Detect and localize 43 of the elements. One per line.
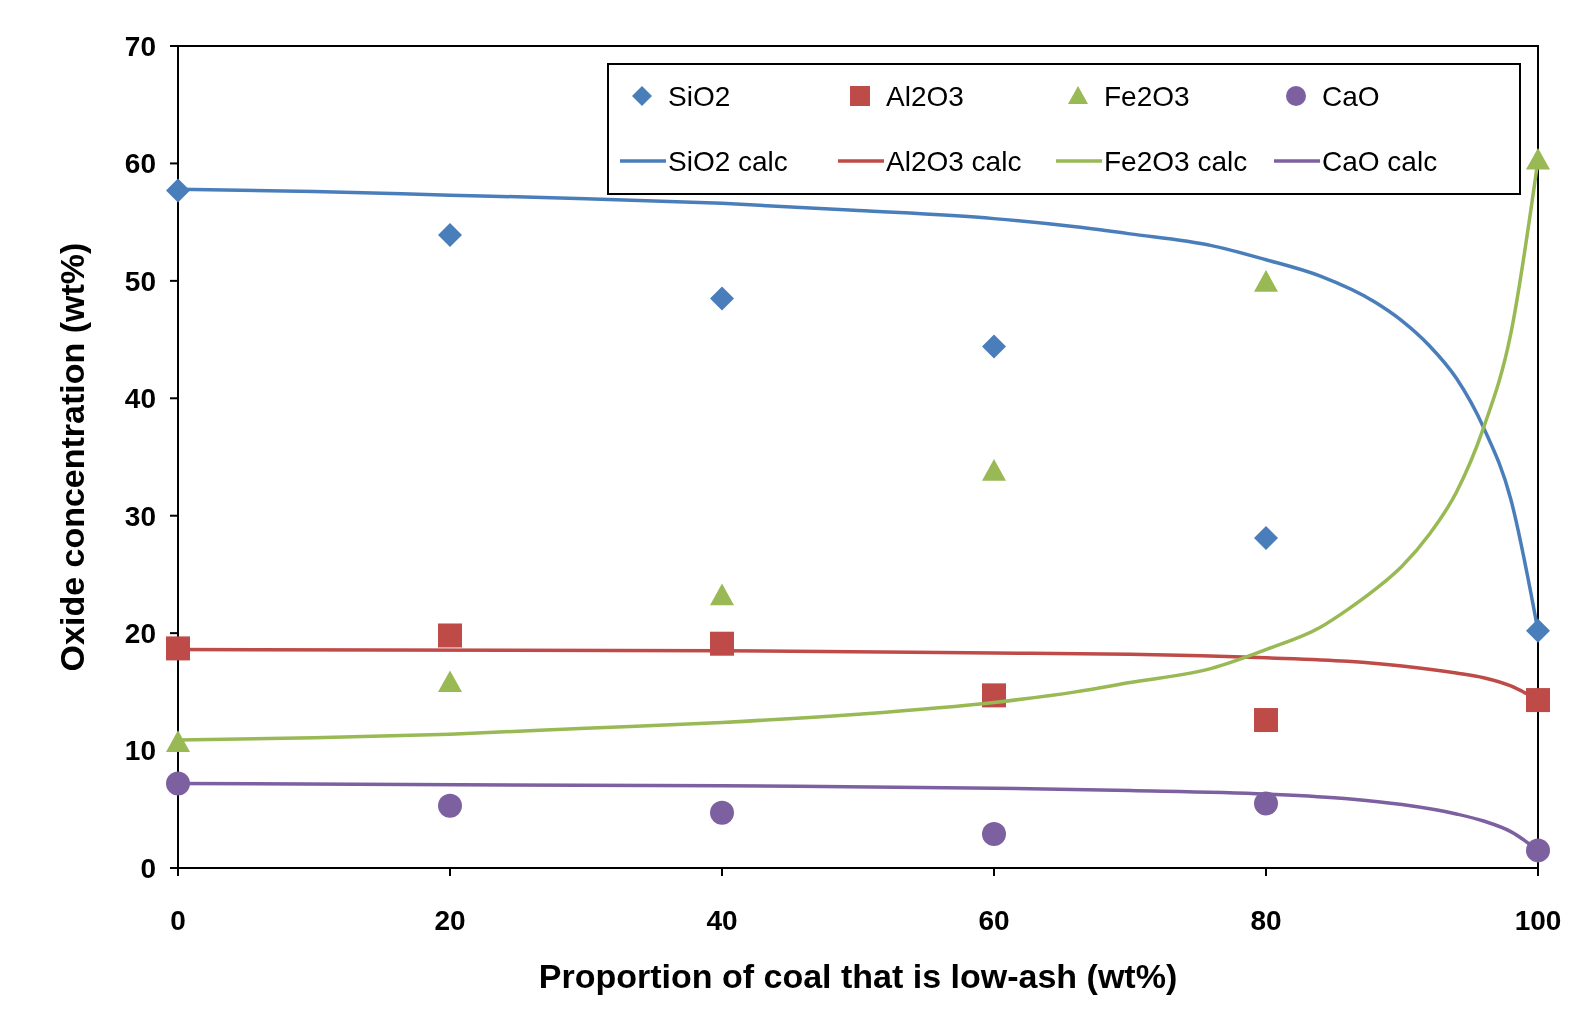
x-tick-label: 80 xyxy=(1250,905,1282,936)
y-axis-title: Oxide concentration (wt%) xyxy=(53,242,91,672)
point xyxy=(166,636,190,661)
legend-label: SiO2 calc xyxy=(668,145,788,177)
legend-label: SiO2 xyxy=(668,80,731,112)
y-tick-label: 0 xyxy=(140,852,156,884)
point xyxy=(1526,838,1550,863)
point xyxy=(710,583,734,606)
point xyxy=(1254,526,1278,551)
point xyxy=(1526,147,1550,170)
y-tick-label: 10 xyxy=(124,735,156,767)
point xyxy=(438,670,462,693)
x-tick-label: 100 xyxy=(1514,905,1562,936)
point xyxy=(982,459,1006,481)
point xyxy=(166,730,190,752)
legend-label: CaO xyxy=(1322,80,1380,112)
x-axis-title: Proportion of coal that is low-ash (wt%) xyxy=(538,957,1178,995)
legend-label: Fe2O3 xyxy=(1104,80,1190,112)
y-tick-label: 40 xyxy=(124,383,156,415)
x-tick-label: 20 xyxy=(434,905,466,936)
y-tick-label: 70 xyxy=(124,30,156,62)
point xyxy=(710,800,734,825)
y-tick-label: 30 xyxy=(124,500,156,532)
y-tick-label: 20 xyxy=(124,617,156,649)
point xyxy=(1526,688,1550,713)
point xyxy=(710,286,734,311)
point xyxy=(982,821,1006,846)
legend-label: Al2O3 calc xyxy=(886,145,1022,177)
point xyxy=(438,623,462,648)
point xyxy=(1254,708,1278,733)
point xyxy=(438,793,462,818)
legend-label: CaO calc xyxy=(1322,145,1438,177)
x-tick-label: 40 xyxy=(706,905,738,936)
point xyxy=(982,334,1006,359)
legend-label: Fe2O3 calc xyxy=(1104,145,1248,177)
legend-label: Al2O3 xyxy=(886,80,964,112)
point xyxy=(438,223,462,248)
point xyxy=(1254,270,1278,292)
y-tick-label: 60 xyxy=(124,148,156,180)
x-tick-label: 0 xyxy=(170,905,186,936)
point xyxy=(166,771,190,796)
y-tick-label: 50 xyxy=(124,265,156,297)
x-tick-label: 60 xyxy=(978,905,1010,936)
